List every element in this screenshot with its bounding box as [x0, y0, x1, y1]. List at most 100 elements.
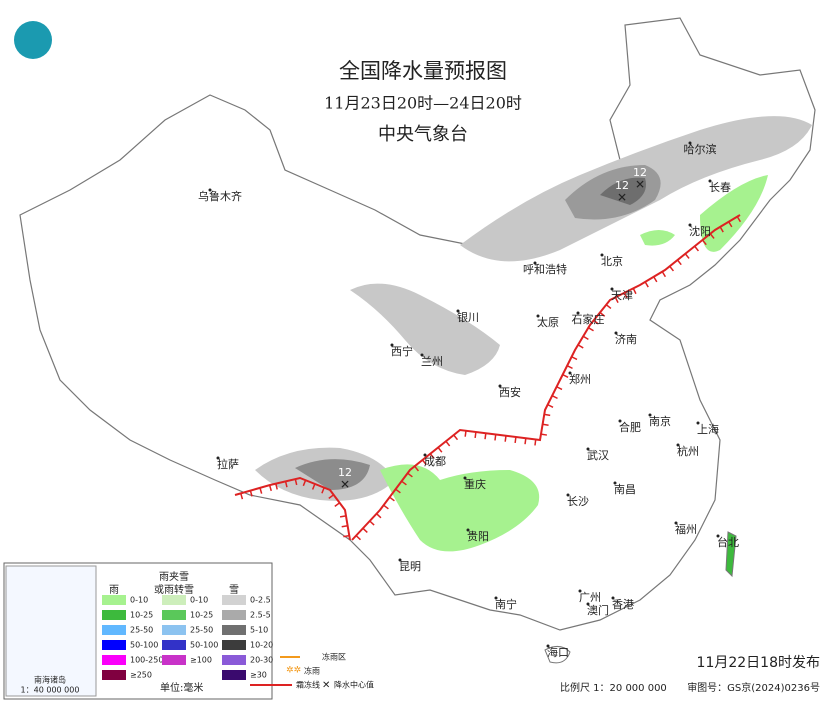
city-label: 南昌: [614, 483, 636, 496]
city-label: 重庆: [464, 477, 486, 491]
city-dot: [566, 493, 570, 497]
front-tick: [464, 430, 467, 437]
city-label: 成都: [424, 455, 446, 468]
city-label: 乌鲁木齐: [198, 189, 242, 203]
city-dot: [696, 421, 700, 425]
inset-title: 南海诸岛: [34, 675, 66, 685]
city-dot: [610, 287, 614, 291]
city-label: 石家庄: [572, 312, 605, 326]
city-label: 广州: [579, 591, 601, 604]
legend-label: 10-25: [130, 611, 153, 620]
city-label: 西宁: [391, 344, 413, 358]
front-tick: [542, 423, 549, 426]
city-label: 郑州: [569, 372, 591, 386]
city-dot: [533, 261, 537, 265]
front-tick: [369, 520, 375, 526]
center-cross: ✕: [635, 178, 645, 192]
legend-title: 雪: [229, 584, 239, 596]
front-tick: [321, 487, 325, 494]
front-tick: [599, 311, 606, 317]
city-dot: [568, 371, 572, 375]
front-tick: [376, 513, 382, 519]
front-tick: [632, 288, 637, 295]
front-tick: [407, 472, 413, 478]
front-tick: [355, 535, 361, 541]
inset-map: [5, 565, 97, 697]
city-dot: [546, 644, 550, 648]
city-label: 上海: [697, 422, 719, 436]
subtitle: 11月23日20时—24日20时: [324, 94, 522, 113]
legend: 雨0-1010-2525-5050-100100-250≥250雨夹雪或雨转雪0…: [102, 570, 273, 680]
city-dot: [614, 331, 618, 335]
front-tick: [577, 344, 584, 349]
front-tick: [566, 365, 573, 370]
legend-symbol: 霜冻线: [296, 680, 320, 690]
front-line: [234, 476, 351, 541]
issued: 11月22日18时发布: [697, 655, 820, 671]
agency: 中央气象台: [378, 124, 468, 145]
city-dot: [611, 596, 615, 600]
front-tick: [389, 496, 395, 502]
scale: 比例尺 1：20 000 000: [560, 681, 667, 694]
front-tick: [571, 356, 578, 361]
legend-swatch: [222, 625, 246, 635]
front-tick: [429, 453, 435, 459]
legend-swatch: [162, 640, 186, 650]
front-tick: [587, 327, 594, 332]
front-tick: [534, 439, 537, 446]
city-dot: [676, 443, 680, 447]
front-tick: [709, 233, 715, 239]
city-label: 呼和浩特: [523, 262, 567, 276]
rain-area: [700, 175, 768, 252]
front-tick: [249, 490, 253, 497]
legend-label: 0-10: [190, 596, 208, 605]
legend-label: 10-20: [250, 641, 273, 650]
city-dot: [420, 353, 424, 357]
city-dot: [390, 343, 394, 347]
precip-centers: ✕12 ✕12✕12: [338, 166, 647, 492]
front-tick: [684, 253, 690, 259]
city-dot: [398, 558, 402, 562]
legend-swatch: [222, 655, 246, 665]
city-dot: [536, 314, 540, 318]
city-label: 台北: [717, 535, 739, 549]
front-tick: [653, 276, 658, 283]
front-tick: [524, 438, 527, 445]
snow-area-heavy: [295, 459, 370, 490]
front-tick: [259, 487, 263, 494]
front-tick: [414, 465, 420, 472]
city-label: 武汉: [587, 449, 609, 462]
city-dot: [494, 596, 498, 600]
city-dot: [463, 476, 467, 480]
city-label: 天津: [611, 289, 633, 302]
front-tick: [562, 373, 569, 378]
legend-swatch: [222, 595, 246, 605]
center-value: 12: [633, 166, 647, 179]
city-dot: [576, 311, 580, 315]
front-tick: [593, 319, 599, 325]
legend-swatch: [162, 610, 186, 620]
front-tick: [514, 436, 517, 444]
legend-icon: ✕: [322, 680, 330, 691]
city-dot: [648, 413, 652, 417]
hainan: [544, 646, 571, 664]
city-label: 哈尔滨: [684, 142, 717, 156]
center-cross: ✕: [340, 478, 350, 492]
legend-label: ≥30: [250, 671, 267, 680]
front-tick: [494, 434, 497, 441]
inset-scale: 1：40 000 000: [21, 686, 80, 695]
rain-area: [380, 464, 540, 552]
approval: 审图号：GS京(2024)0236号: [687, 681, 820, 694]
legend-swatch: [222, 610, 246, 620]
legend-label: 25-50: [130, 626, 153, 635]
city-label: 西安: [499, 385, 521, 399]
front-tick: [445, 440, 451, 447]
city-dot: [586, 447, 590, 451]
front-tick: [719, 226, 724, 233]
legend-swatch: [102, 610, 126, 620]
front-tick: [401, 480, 407, 486]
front-tick: [240, 493, 244, 500]
front-tick: [551, 395, 558, 400]
front-tick: [339, 515, 347, 518]
legend-swatch: [222, 640, 246, 650]
